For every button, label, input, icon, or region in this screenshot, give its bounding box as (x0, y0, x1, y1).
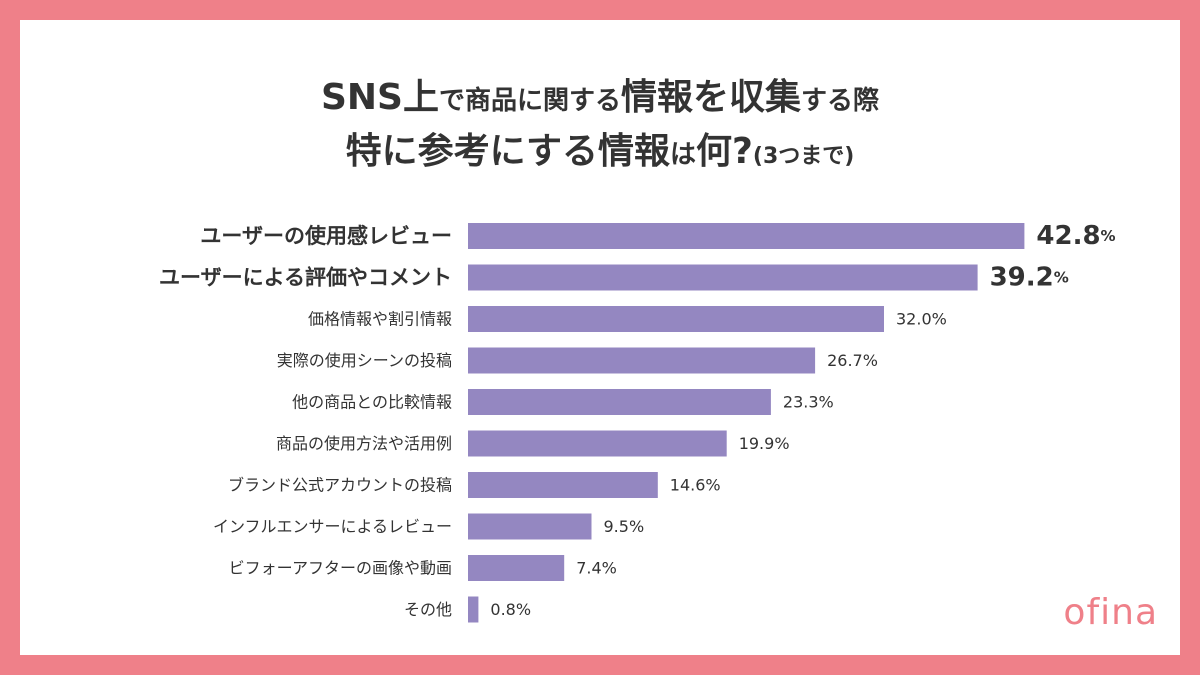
bar (468, 306, 884, 332)
title-segment: で商品に関する (438, 86, 621, 116)
bar (468, 430, 727, 457)
category-label: その他 (404, 600, 452, 619)
value-label: 39.2% (990, 263, 1069, 293)
chart-title-line-1: SNS上で商品に関する情報を収集する際 (20, 68, 1180, 120)
category-label: ビフォーアフターの画像や動画 (229, 559, 452, 578)
value-label: 23.3% (783, 393, 834, 412)
bar (468, 472, 658, 498)
category-label: ユーザーによる評価やコメント (159, 266, 452, 290)
category-label: 他の商品との比較情報 (292, 393, 452, 412)
bar (468, 555, 565, 581)
title-segment: 情報を収集 (620, 77, 801, 118)
bar (468, 389, 771, 415)
category-label: 価格情報や割引情報 (308, 310, 452, 329)
chart-title-line-2: 特に参考にする情報は何?(3つまで) (20, 122, 1180, 174)
title-segment: (3つまで) (752, 144, 855, 169)
value-label: 32.0% (896, 310, 947, 329)
bar (468, 264, 978, 291)
bar (468, 347, 816, 374)
chart-card: SNS上で商品に関する情報を収集する際 特に参考にする情報は何?(3つまで) ユ… (20, 20, 1180, 655)
value-label: 0.8% (490, 600, 531, 619)
title-segment: 特に参考にする情報 (345, 131, 671, 172)
value-label: 9.5% (604, 517, 645, 536)
title-segment: SNS上 (320, 77, 439, 118)
value-label: 19.9% (739, 434, 790, 453)
bar (468, 223, 1025, 249)
bar (468, 596, 479, 623)
category-label: 実際の使用シーンの投稿 (277, 351, 452, 370)
bar (468, 513, 592, 540)
value-label: 7.4% (576, 559, 617, 578)
category-label: ユーザーの使用感レビュー (200, 224, 452, 248)
ofina-logo: ofina (1063, 592, 1158, 633)
category-label: ブランド公式アカウントの投稿 (228, 476, 452, 495)
value-label: 42.8% (1036, 221, 1115, 251)
title-segment: する際 (801, 86, 880, 116)
bar-chart: ユーザーの使用感レビュー 42.8% ユーザーによる評価やコメント 39.2% 価格情報… (159, 221, 1116, 623)
value-label: 26.7% (827, 351, 878, 370)
category-label: 商品の使用方法や活用例 (276, 434, 452, 453)
title-segment: は (670, 140, 697, 170)
value-label: 14.6% (670, 476, 721, 495)
title-segment: 何? (696, 131, 753, 172)
category-label: インフルエンサーによるレビュー (213, 517, 452, 536)
